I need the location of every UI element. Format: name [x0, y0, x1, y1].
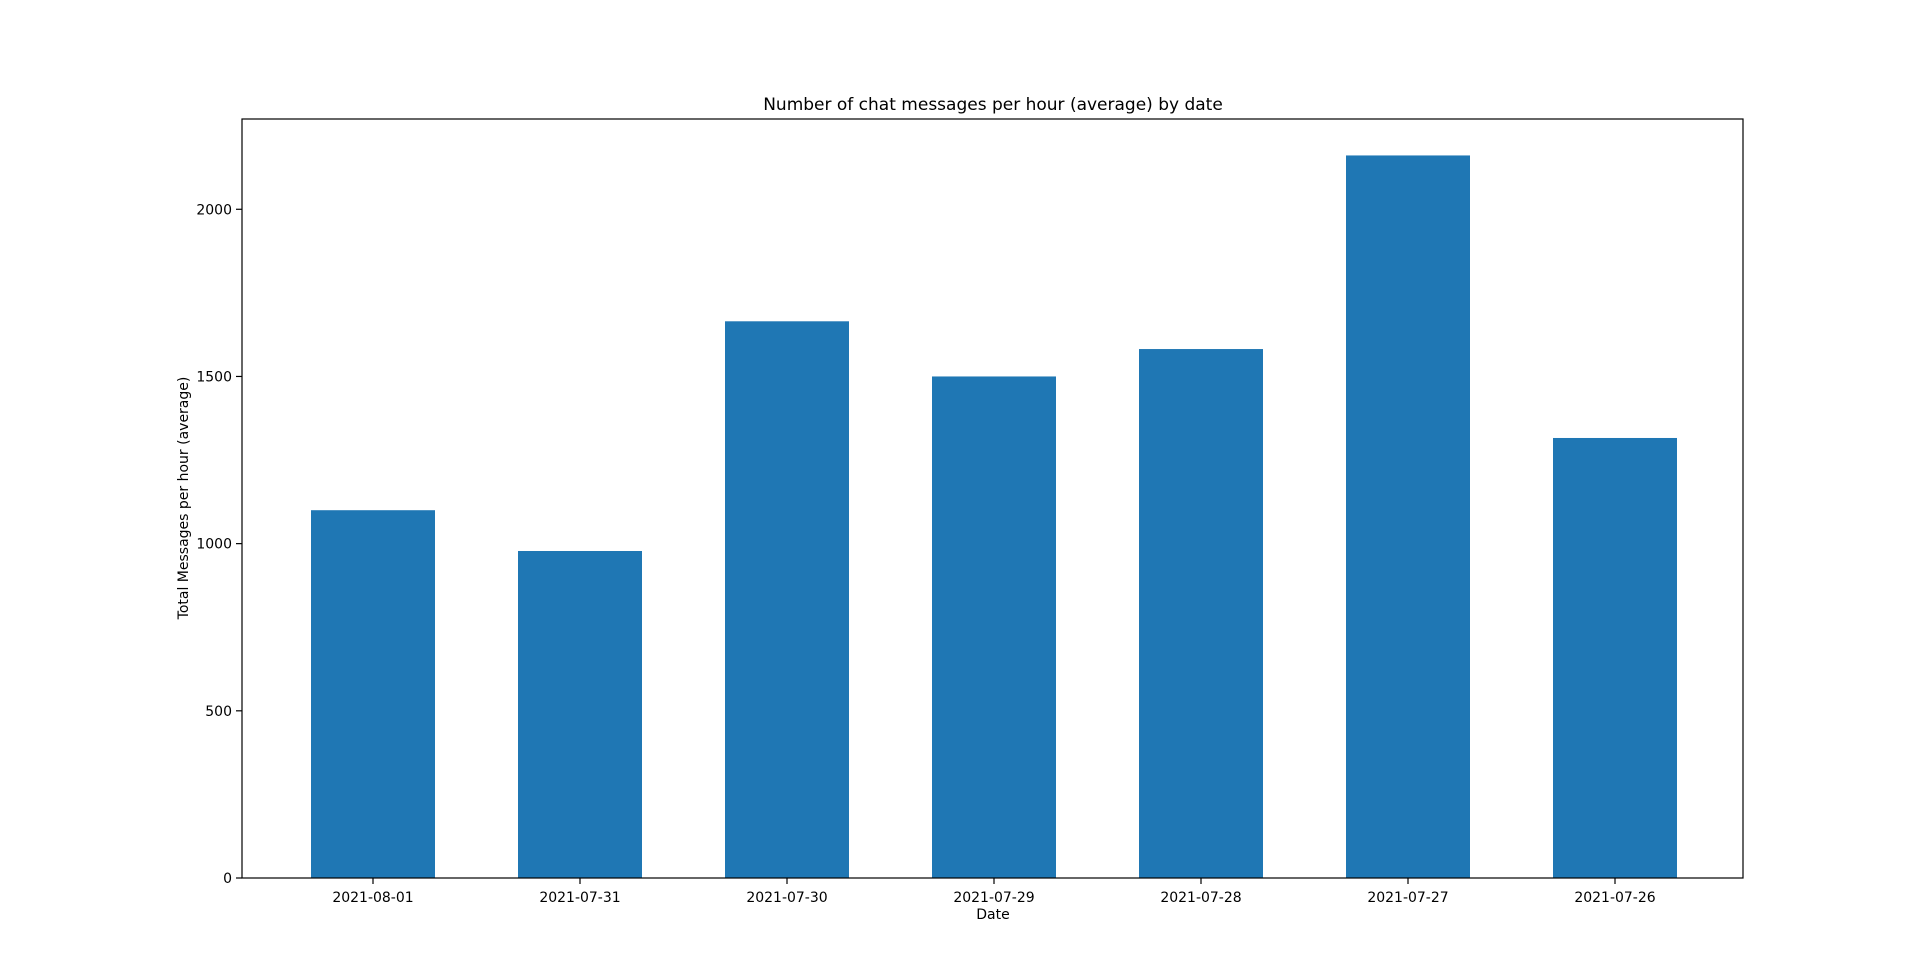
x-tick-label: 2021-07-26 [1574, 890, 1655, 906]
bar-2021-07-30 [725, 321, 849, 878]
bars [311, 155, 1677, 878]
bar-2021-08-01 [311, 510, 435, 878]
y-tick-label: 500 [205, 704, 232, 720]
x-tick-label: 2021-07-31 [539, 890, 620, 906]
x-axis-ticks: 2021-08-01 2021-07-31 2021-07-30 2021-07-29… [332, 878, 1655, 906]
y-tick-label: 0 [223, 871, 232, 887]
chart-title: Number of chat messages per hour (averag… [763, 95, 1223, 115]
bar-2021-07-31 [518, 551, 642, 878]
x-tick-label: 2021-07-28 [1160, 890, 1241, 906]
y-tick-label: 2000 [196, 202, 232, 218]
y-axis-ticks: 0 500 1000 1500 2000 [196, 202, 242, 887]
x-tick-label: 2021-07-27 [1367, 890, 1448, 906]
bar-2021-07-26 [1553, 438, 1677, 878]
x-tick-label: 2021-07-30 [746, 890, 827, 906]
y-tick-label: 1000 [196, 537, 232, 553]
y-tick-label: 1500 [196, 369, 232, 385]
y-axis-label: Total Messages per hour (average) [176, 377, 192, 621]
x-tick-label: 2021-08-01 [332, 890, 413, 906]
x-axis-label: Date [976, 907, 1009, 923]
x-tick-label: 2021-07-29 [953, 890, 1034, 906]
bar-2021-07-29 [932, 376, 1056, 878]
bar-2021-07-27 [1346, 155, 1470, 878]
bar-2021-07-28 [1139, 349, 1263, 878]
